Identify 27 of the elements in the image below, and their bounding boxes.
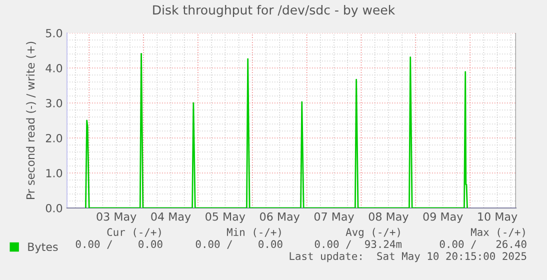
x-tick-label: 07 May	[314, 212, 354, 223]
x-tick-label: 03 May	[96, 212, 136, 223]
chart-title: Disk throughput for /dev/sdc - by week	[153, 4, 396, 18]
y-tick-label: 4.0	[46, 64, 62, 72]
text: 0.00 / 0.00	[196, 240, 282, 249]
text: Min (-/+)	[226, 228, 281, 238]
y-tick-label: 2.0	[46, 134, 62, 142]
y-tick-label: 3.0	[46, 98, 62, 108]
y-tick-label: 5.0	[46, 28, 62, 38]
x-tick-label: 06 May	[260, 212, 300, 223]
text: 0.00 / 26.40	[440, 240, 526, 249]
x-tick-label: 08 May	[368, 212, 408, 223]
y-tick-label: 1.0	[46, 168, 62, 178]
y-axis-title: Pr second read (-) / write (+)	[26, 42, 36, 200]
x-tick-label: 05 May	[206, 212, 246, 223]
line-series	[85, 52, 468, 208]
text: Cur (-/+)	[107, 228, 161, 238]
text: Max (-/+)	[470, 228, 525, 238]
legend-label: Bytes	[28, 242, 58, 254]
y-tick-label: 0.0	[46, 204, 62, 212]
x-tick-label: 10 May	[478, 212, 518, 223]
text: Last update: Sat May 10 20:15:00 2025	[290, 252, 526, 262]
x-tick-label: 04 May	[151, 212, 191, 223]
text: Avg (-/+)	[346, 228, 400, 238]
text: 0.00 / 93.24m	[314, 240, 402, 249]
x-tick-label: 09 May	[423, 212, 463, 223]
text: 0.00 / 0.00	[76, 240, 162, 249]
